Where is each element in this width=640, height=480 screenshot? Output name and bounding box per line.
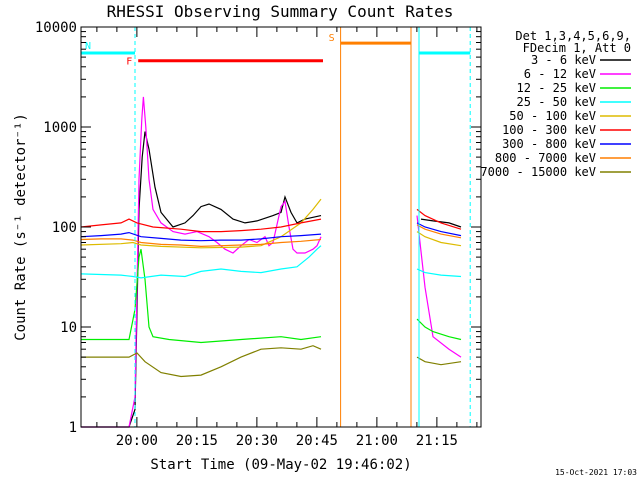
flag-label-S: S bbox=[329, 33, 335, 44]
x-tick-label: 20:30 bbox=[236, 433, 278, 449]
legend: Det 1,3,4,5,6,9, FDecim 1, Att 0 3 - 6 k… bbox=[480, 29, 631, 179]
axes: 10000 1000 100 10 1 20:00 20:15 20:30 20:45 21:00… bbox=[35, 20, 482, 449]
series-line-6-seg-2 bbox=[416, 208, 462, 230]
x-tick-label: 20:00 bbox=[116, 433, 158, 449]
series-line-5-seg-2 bbox=[416, 231, 462, 247]
legend-label-9: 7000 - 15000 keV bbox=[480, 165, 596, 179]
plot-area: N F S bbox=[80, 27, 471, 428]
series-line-8-seg-1 bbox=[80, 238, 322, 248]
y-tick-label: 1000 bbox=[43, 120, 77, 136]
y-tick-label: 1 bbox=[69, 420, 77, 436]
legend-label-3: 12 - 25 keV bbox=[517, 81, 596, 95]
series-line-5-seg-1 bbox=[80, 198, 322, 249]
series-line-9-seg-2 bbox=[416, 356, 462, 366]
series-line-4-seg-1 bbox=[80, 245, 322, 279]
chart-title: RHESSI Observing Summary Count Rates bbox=[107, 2, 454, 21]
series-line-8-seg-2 bbox=[416, 224, 462, 239]
legend-header-line2: FDecim 1, Att 0 bbox=[523, 41, 631, 55]
legend-label-1: 3 - 6 keV bbox=[531, 53, 596, 67]
series-line-7-seg-2 bbox=[416, 222, 462, 237]
series-line-9-seg-1 bbox=[81, 345, 322, 378]
legend-label-5: 50 - 100 keV bbox=[509, 109, 596, 123]
series-line-2-seg-1 bbox=[81, 96, 322, 428]
y-tick-label: 10 bbox=[60, 320, 77, 336]
legend-label-8: 800 - 7000 keV bbox=[495, 151, 596, 165]
series-line-3-seg-2 bbox=[416, 318, 462, 341]
series-line-1-seg-1 bbox=[81, 131, 322, 428]
legend-label-2: 6 - 12 keV bbox=[524, 67, 596, 81]
series-line-4-seg-2 bbox=[416, 268, 462, 278]
series-line-1-seg-2 bbox=[420, 218, 462, 228]
x-tick-label: 21:00 bbox=[356, 433, 398, 449]
flag-label-N: N bbox=[85, 41, 91, 52]
y-tick-label: 100 bbox=[52, 220, 77, 236]
series-line-7-seg-1 bbox=[80, 231, 322, 242]
y-axis-label: Count Rate (s⁻¹ detector⁻¹) bbox=[13, 113, 29, 341]
series-line-2-seg-2 bbox=[416, 215, 462, 358]
legend-label-6: 100 - 300 keV bbox=[502, 123, 596, 137]
legend-header-line1: Det 1,3,4,5,6,9, bbox=[515, 29, 631, 43]
series-line-6-seg-1 bbox=[80, 218, 322, 233]
legend-label-7: 300 - 800 keV bbox=[502, 137, 596, 151]
x-axis-label: Start Time (09-May-02 19:46:02) bbox=[150, 457, 411, 473]
x-tick-label: 21:15 bbox=[416, 433, 458, 449]
y-tick-label: 10000 bbox=[35, 20, 77, 36]
legend-label-4: 25 - 50 keV bbox=[517, 95, 596, 109]
x-tick-label: 20:45 bbox=[296, 433, 338, 449]
x-tick-label: 20:15 bbox=[176, 433, 218, 449]
footer-timestamp: 15-Oct-2021 17:03 bbox=[555, 468, 637, 477]
series-line-3-seg-1 bbox=[81, 249, 322, 344]
flag-label-F: F bbox=[126, 57, 132, 68]
